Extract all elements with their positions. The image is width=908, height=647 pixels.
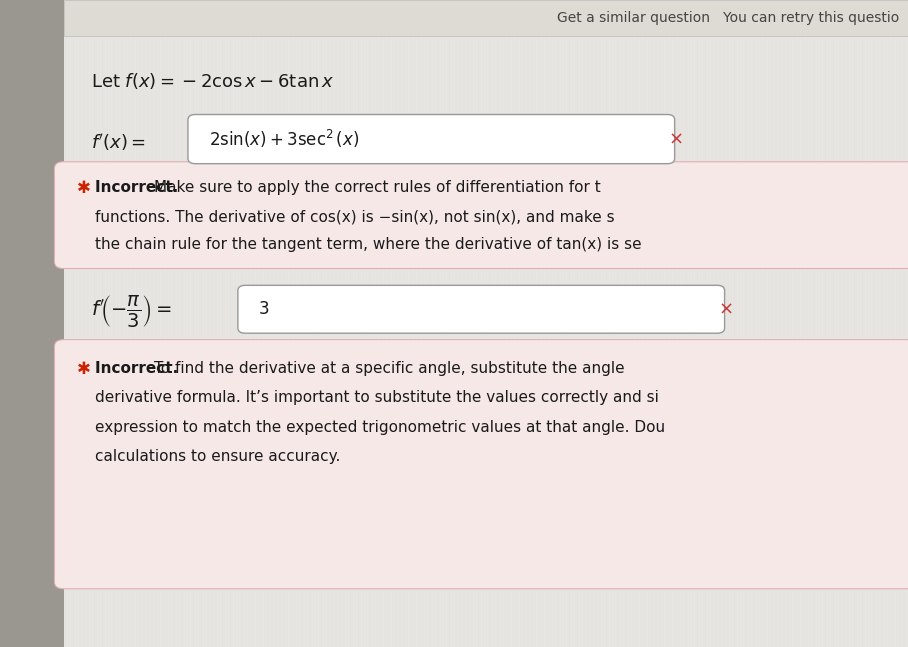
Text: expression to match the expected trigonometric values at that angle. Dou: expression to match the expected trigono… <box>95 419 666 435</box>
FancyBboxPatch shape <box>54 340 908 589</box>
FancyBboxPatch shape <box>64 0 908 36</box>
Text: To find the derivative at a specific angle, substitute the angle: To find the derivative at a specific ang… <box>154 361 625 377</box>
Text: ×: × <box>669 130 684 148</box>
Text: Incorrect.: Incorrect. <box>95 361 183 377</box>
FancyBboxPatch shape <box>54 162 908 269</box>
FancyBboxPatch shape <box>238 285 725 333</box>
Text: $f'(x) =$: $f'(x) =$ <box>91 132 146 153</box>
Text: Let $f(x) = -2\cos x - 6\tan x$: Let $f(x) = -2\cos x - 6\tan x$ <box>91 71 334 91</box>
FancyBboxPatch shape <box>188 115 675 164</box>
Text: ✱: ✱ <box>77 179 91 197</box>
Text: ×: × <box>719 300 734 318</box>
FancyBboxPatch shape <box>0 0 64 647</box>
Text: Get a similar question   You can retry this questio: Get a similar question You can retry thi… <box>557 11 899 25</box>
Text: derivative formula. It’s important to substitute the values correctly and si: derivative formula. It’s important to su… <box>95 390 659 406</box>
Text: $2\sin(x) + 3\sec^2(x)$: $2\sin(x) + 3\sec^2(x)$ <box>209 128 360 150</box>
Text: 3: 3 <box>259 300 270 318</box>
Text: calculations to ensure accuracy.: calculations to ensure accuracy. <box>95 448 340 464</box>
Text: Incorrect.: Incorrect. <box>95 180 183 195</box>
Text: the chain rule for the tangent term, where the derivative of tan(x) is se: the chain rule for the tangent term, whe… <box>95 237 642 252</box>
Text: functions. The derivative of cos(x) is −sin(x), not sin(x), and make s: functions. The derivative of cos(x) is −… <box>95 209 615 225</box>
Text: $f'\!\left(-\dfrac{\pi}{3}\right) =$: $f'\!\left(-\dfrac{\pi}{3}\right) =$ <box>91 292 172 329</box>
Text: Make sure to apply the correct rules of differentiation for t: Make sure to apply the correct rules of … <box>154 180 601 195</box>
Text: ✱: ✱ <box>77 360 91 378</box>
